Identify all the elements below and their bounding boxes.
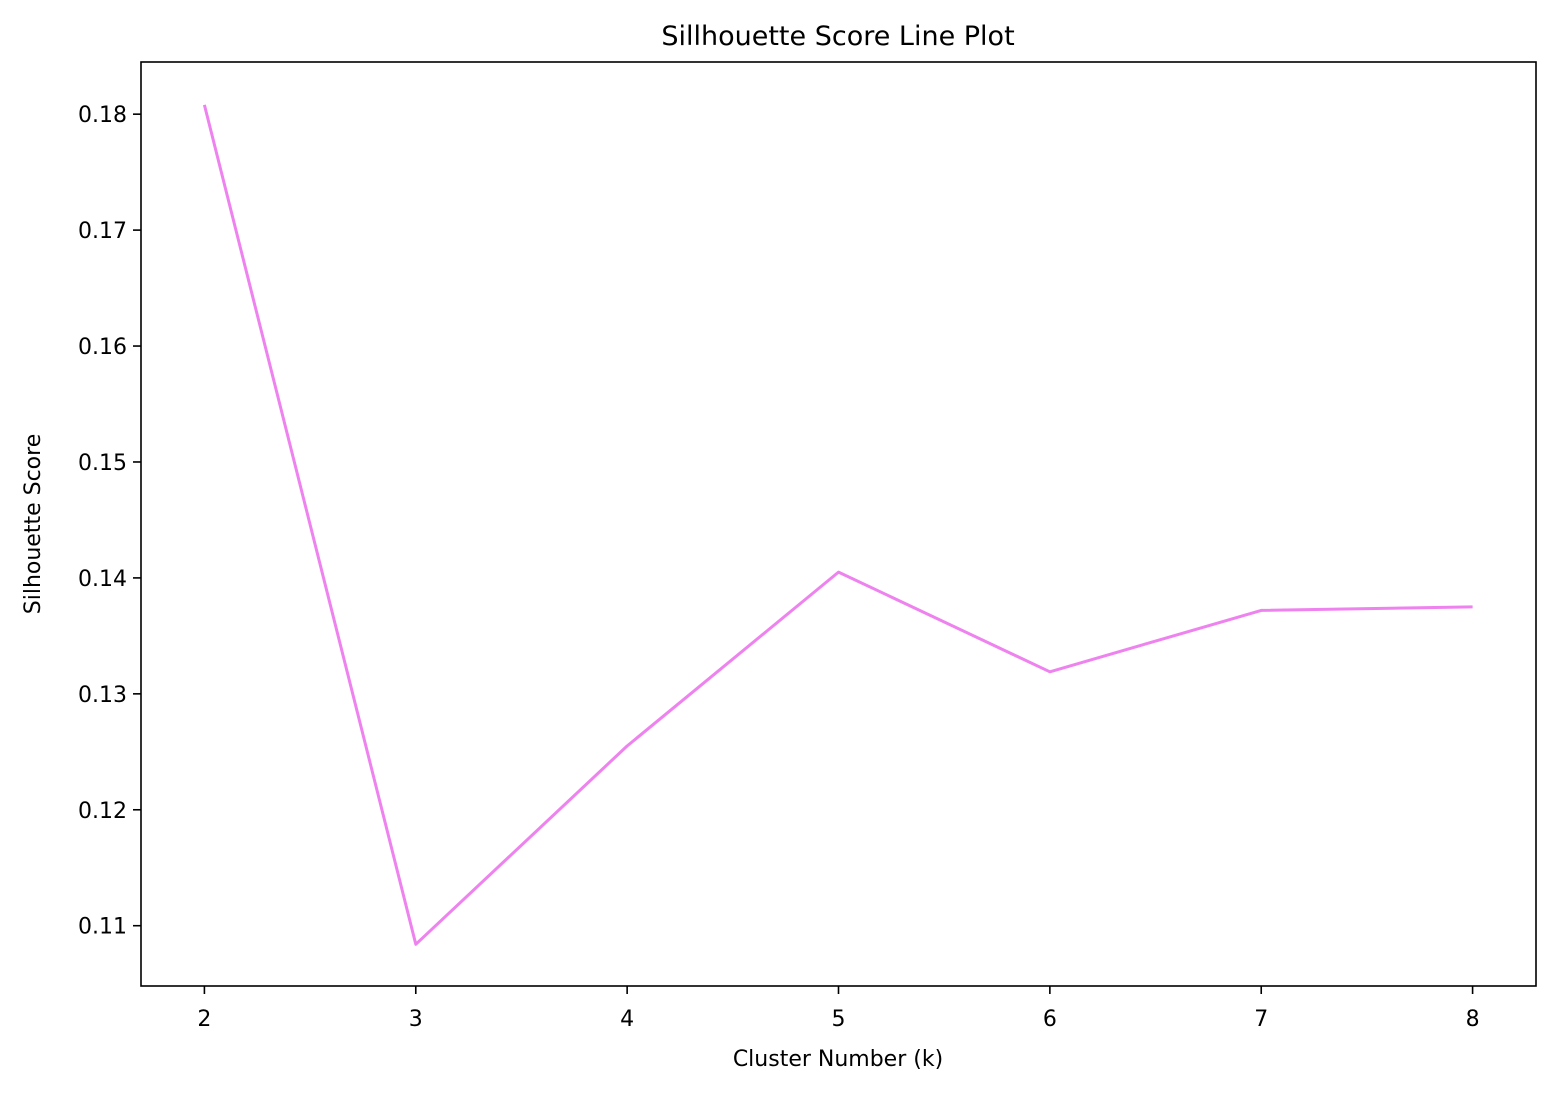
y-tick-label: 0.12 [78,799,127,824]
y-tick-label: 0.18 [78,103,127,128]
y-axis-label: Silhouette Score [21,434,46,614]
y-tick-label: 0.17 [78,219,127,244]
chart-title: Sillhouette Score Line Plot [661,21,1014,52]
y-tick-label: 0.15 [78,451,127,476]
axes-frame [140,61,1537,987]
x-axis-label: Cluster Number (k) [733,1047,943,1072]
series-line-0 [202,104,1473,946]
x-tick-label: 6 [1043,1007,1057,1032]
y-tick-label: 0.13 [78,683,127,708]
plot-area: 2 3 4 5 6 7 8 0.11 0.12 0.13 0.14 0.15 0.16 0.17 0.18 [78,61,1537,1032]
x-tick-label: 3 [409,1007,423,1032]
x-tick-label: 2 [197,1007,211,1032]
y-tick-label: 0.11 [78,915,127,940]
y-tick-label: 0.14 [78,567,127,592]
x-tick-label: 8 [1466,1007,1480,1032]
y-tick-label: 0.16 [78,335,127,360]
x-tick-label: 4 [620,1007,634,1032]
x-tick-label: 5 [832,1007,846,1032]
x-tick-label: 7 [1254,1007,1268,1032]
